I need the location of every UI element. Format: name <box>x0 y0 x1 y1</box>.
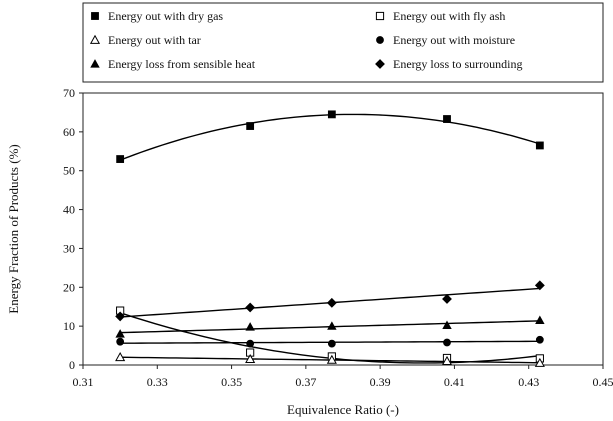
data-point <box>245 353 256 364</box>
y-tick-label: 60 <box>63 125 75 139</box>
legend-marker <box>375 11 385 21</box>
x-tick-label: 0.35 <box>221 375 242 389</box>
data-point <box>534 357 545 367</box>
legend-label: Energy out with fly ash <box>393 9 505 23</box>
y-axis: 0 10 20 30 40 50 60 70 <box>63 86 83 372</box>
data-point <box>115 329 125 338</box>
data-point <box>443 115 451 123</box>
data-point <box>116 155 125 163</box>
y-tick-label: 30 <box>63 241 75 255</box>
data-point <box>441 355 453 365</box>
data-point <box>534 280 545 291</box>
x-tick-label: 0.43 <box>518 375 539 389</box>
data-point <box>326 354 337 364</box>
y-axis-title: Energy Fraction of Products (%) <box>6 144 21 313</box>
y-tick-label: 0 <box>69 358 75 372</box>
x-tick-label: 0.33 <box>147 375 168 389</box>
series-trend-line <box>119 113 541 161</box>
data-point <box>115 351 126 362</box>
legend-marker <box>89 34 101 44</box>
data-point <box>327 110 336 119</box>
data-point <box>327 321 337 330</box>
data-point <box>116 337 125 346</box>
data-point <box>327 339 336 348</box>
y-tick-label: 10 <box>63 319 75 333</box>
x-tick-label: 0.37 <box>295 375 316 389</box>
plot-frame <box>82 92 604 366</box>
y-tick-label: 70 <box>63 86 75 100</box>
legend-marker <box>375 59 385 69</box>
legend: Energy out with dry gas Energy out with f… <box>82 2 604 83</box>
data-point <box>535 315 545 324</box>
y-tick-label: 40 <box>63 203 75 217</box>
data-point <box>246 122 255 130</box>
data-markers <box>115 110 545 367</box>
legend-marker <box>90 59 100 68</box>
x-axis-title: Equivalence Ratio (-) <box>287 402 399 417</box>
data-point <box>326 297 337 308</box>
legend-box <box>82 2 604 83</box>
data-point <box>535 335 544 344</box>
data-point <box>442 320 452 330</box>
y-tick-label: 50 <box>63 164 75 178</box>
data-point <box>115 311 126 322</box>
legend-label: Energy out with dry gas <box>108 9 223 23</box>
data-point <box>443 338 451 347</box>
legend-label: Energy out with moisture <box>393 33 515 47</box>
x-axis: 0.31 0.33 0.35 0.37 0.39 0.41 0.43 0.45 <box>73 365 613 389</box>
data-point <box>442 294 452 304</box>
data-point <box>246 339 255 348</box>
legend-marker <box>376 36 384 44</box>
x-tick-label: 0.41 <box>444 375 465 389</box>
x-tick-label: 0.31 <box>73 375 94 389</box>
data-point <box>245 322 255 331</box>
legend-marker <box>91 12 99 20</box>
legend-label: Energy out with tar <box>108 33 201 47</box>
x-tick-label: 0.45 <box>593 375 613 389</box>
data-point <box>535 141 544 150</box>
data-point <box>245 302 256 313</box>
y-tick-label: 20 <box>63 280 75 294</box>
legend-label: Energy loss from sensible heat <box>108 57 256 71</box>
x-tick-label: 0.39 <box>370 375 391 389</box>
legend-label: Energy loss to surrounding <box>393 57 522 71</box>
